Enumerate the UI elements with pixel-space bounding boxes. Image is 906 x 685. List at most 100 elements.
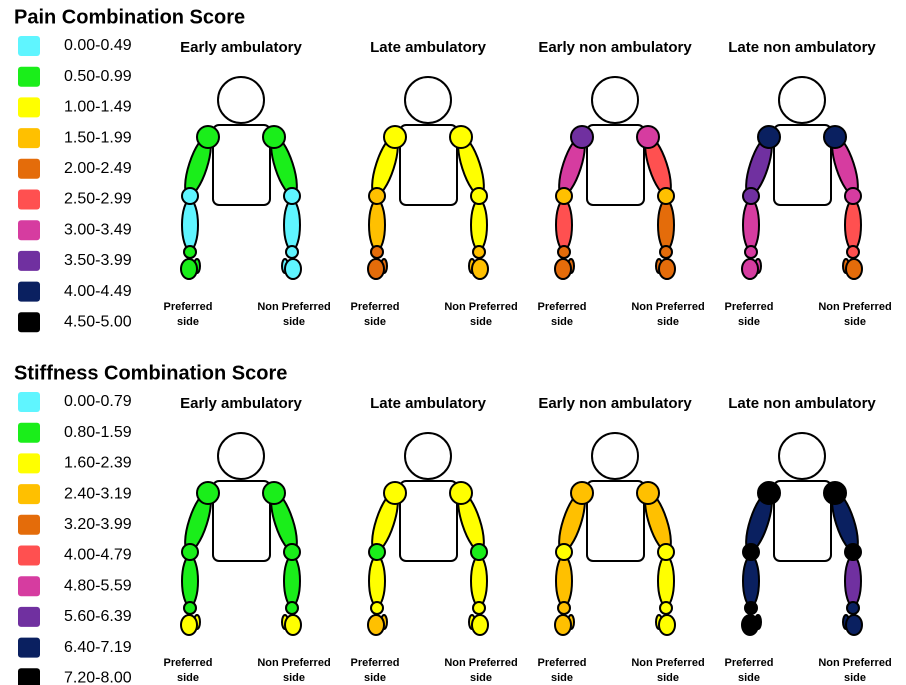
wrist: [371, 602, 383, 614]
wrist: [558, 602, 570, 614]
side-label: Non Preferred: [818, 657, 891, 669]
shoulder: [384, 126, 406, 148]
wrist: [745, 602, 757, 614]
legend-label: 0.00-0.79: [64, 393, 132, 410]
forearm: [182, 556, 198, 606]
torso: [587, 125, 644, 205]
shoulder: [384, 482, 406, 504]
figure-title: Late ambulatory: [370, 395, 487, 412]
elbow: [182, 188, 198, 204]
legend-swatch: [18, 423, 40, 443]
legend-label: 5.60-6.39: [64, 608, 132, 625]
shoulder: [571, 482, 593, 504]
legend-label: 4.80-5.59: [64, 577, 132, 594]
figure: Pain Combination Score 0.00-0.49 0.50-0.99…: [0, 0, 906, 685]
figure-title: Early ambulatory: [180, 395, 302, 412]
legend-swatch: [18, 128, 40, 148]
panel-title: Stiffness Combination Score: [14, 362, 287, 384]
legend-swatch: [18, 453, 40, 473]
legend-label: 0.50-0.99: [64, 68, 132, 85]
side-label: Non Preferred: [444, 301, 517, 313]
legend-swatch: [18, 392, 40, 412]
side-label: Non Preferred: [257, 657, 330, 669]
side-label: Non Preferred: [631, 301, 704, 313]
wrist: [473, 602, 485, 614]
legend-swatch: [18, 97, 40, 117]
figure-title: Early non ambulatory: [538, 395, 692, 412]
elbow: [556, 188, 572, 204]
head: [405, 433, 451, 479]
legend-label: 7.20-8.00: [64, 670, 132, 685]
legend-label: 1.60-2.39: [64, 455, 132, 472]
legend-label: 3.00-3.49: [64, 221, 132, 238]
legend-label: 0.00-0.49: [64, 37, 132, 54]
panel-title: Pain Combination Score: [14, 6, 245, 28]
forearm: [556, 200, 572, 250]
side-label: Preferred: [164, 657, 213, 669]
elbow: [471, 188, 487, 204]
figure-title: Early ambulatory: [180, 39, 302, 56]
legend-label: 2.40-3.19: [64, 485, 132, 502]
head: [592, 433, 638, 479]
side-label: side: [364, 672, 386, 684]
legend-swatch: [18, 282, 40, 302]
figure-title: Early non ambulatory: [538, 39, 692, 56]
torso: [213, 125, 270, 205]
hand: [742, 615, 758, 635]
hand: [368, 259, 384, 279]
legend-label: 3.50-3.99: [64, 252, 132, 269]
head: [218, 77, 264, 123]
legend-swatch: [18, 607, 40, 627]
wrist: [558, 246, 570, 258]
torso: [400, 125, 457, 205]
legend-swatch: [18, 220, 40, 240]
hand: [846, 615, 862, 635]
side-label: Preferred: [351, 657, 400, 669]
elbow: [369, 188, 385, 204]
legend-swatch: [18, 638, 40, 658]
torso: [400, 481, 457, 561]
forearm: [556, 556, 572, 606]
side-label: side: [177, 316, 199, 328]
shoulder: [824, 126, 846, 148]
legend-swatch: [18, 67, 40, 87]
shoulder: [637, 482, 659, 504]
shoulder: [637, 126, 659, 148]
torso: [774, 125, 831, 205]
side-label: Non Preferred: [818, 301, 891, 313]
forearm: [845, 556, 861, 606]
side-label: Preferred: [725, 657, 774, 669]
side-label: Preferred: [351, 301, 400, 313]
legend-swatch: [18, 190, 40, 210]
side-label: side: [738, 316, 760, 328]
side-label: side: [470, 672, 492, 684]
shoulder: [758, 126, 780, 148]
elbow: [471, 544, 487, 560]
elbow: [743, 544, 759, 560]
elbow: [845, 544, 861, 560]
hand: [285, 615, 301, 635]
forearm: [845, 200, 861, 250]
legend-label: 4.50-5.00: [64, 314, 132, 331]
forearm: [743, 200, 759, 250]
forearm: [471, 200, 487, 250]
side-label: Preferred: [538, 657, 587, 669]
forearm: [369, 200, 385, 250]
legend-swatch: [18, 36, 40, 56]
legend-swatch: [18, 515, 40, 535]
elbow: [743, 188, 759, 204]
forearm: [743, 556, 759, 606]
legend-label: 2.00-2.49: [64, 160, 132, 177]
hand: [659, 259, 675, 279]
legend-swatch: [18, 251, 40, 271]
shoulder: [263, 482, 285, 504]
forearm: [284, 556, 300, 606]
hand: [368, 615, 384, 635]
head: [405, 77, 451, 123]
torso: [774, 481, 831, 561]
side-label: side: [844, 316, 866, 328]
side-label: side: [551, 316, 573, 328]
hand: [659, 615, 675, 635]
head: [779, 77, 825, 123]
legend-swatch: [18, 484, 40, 504]
